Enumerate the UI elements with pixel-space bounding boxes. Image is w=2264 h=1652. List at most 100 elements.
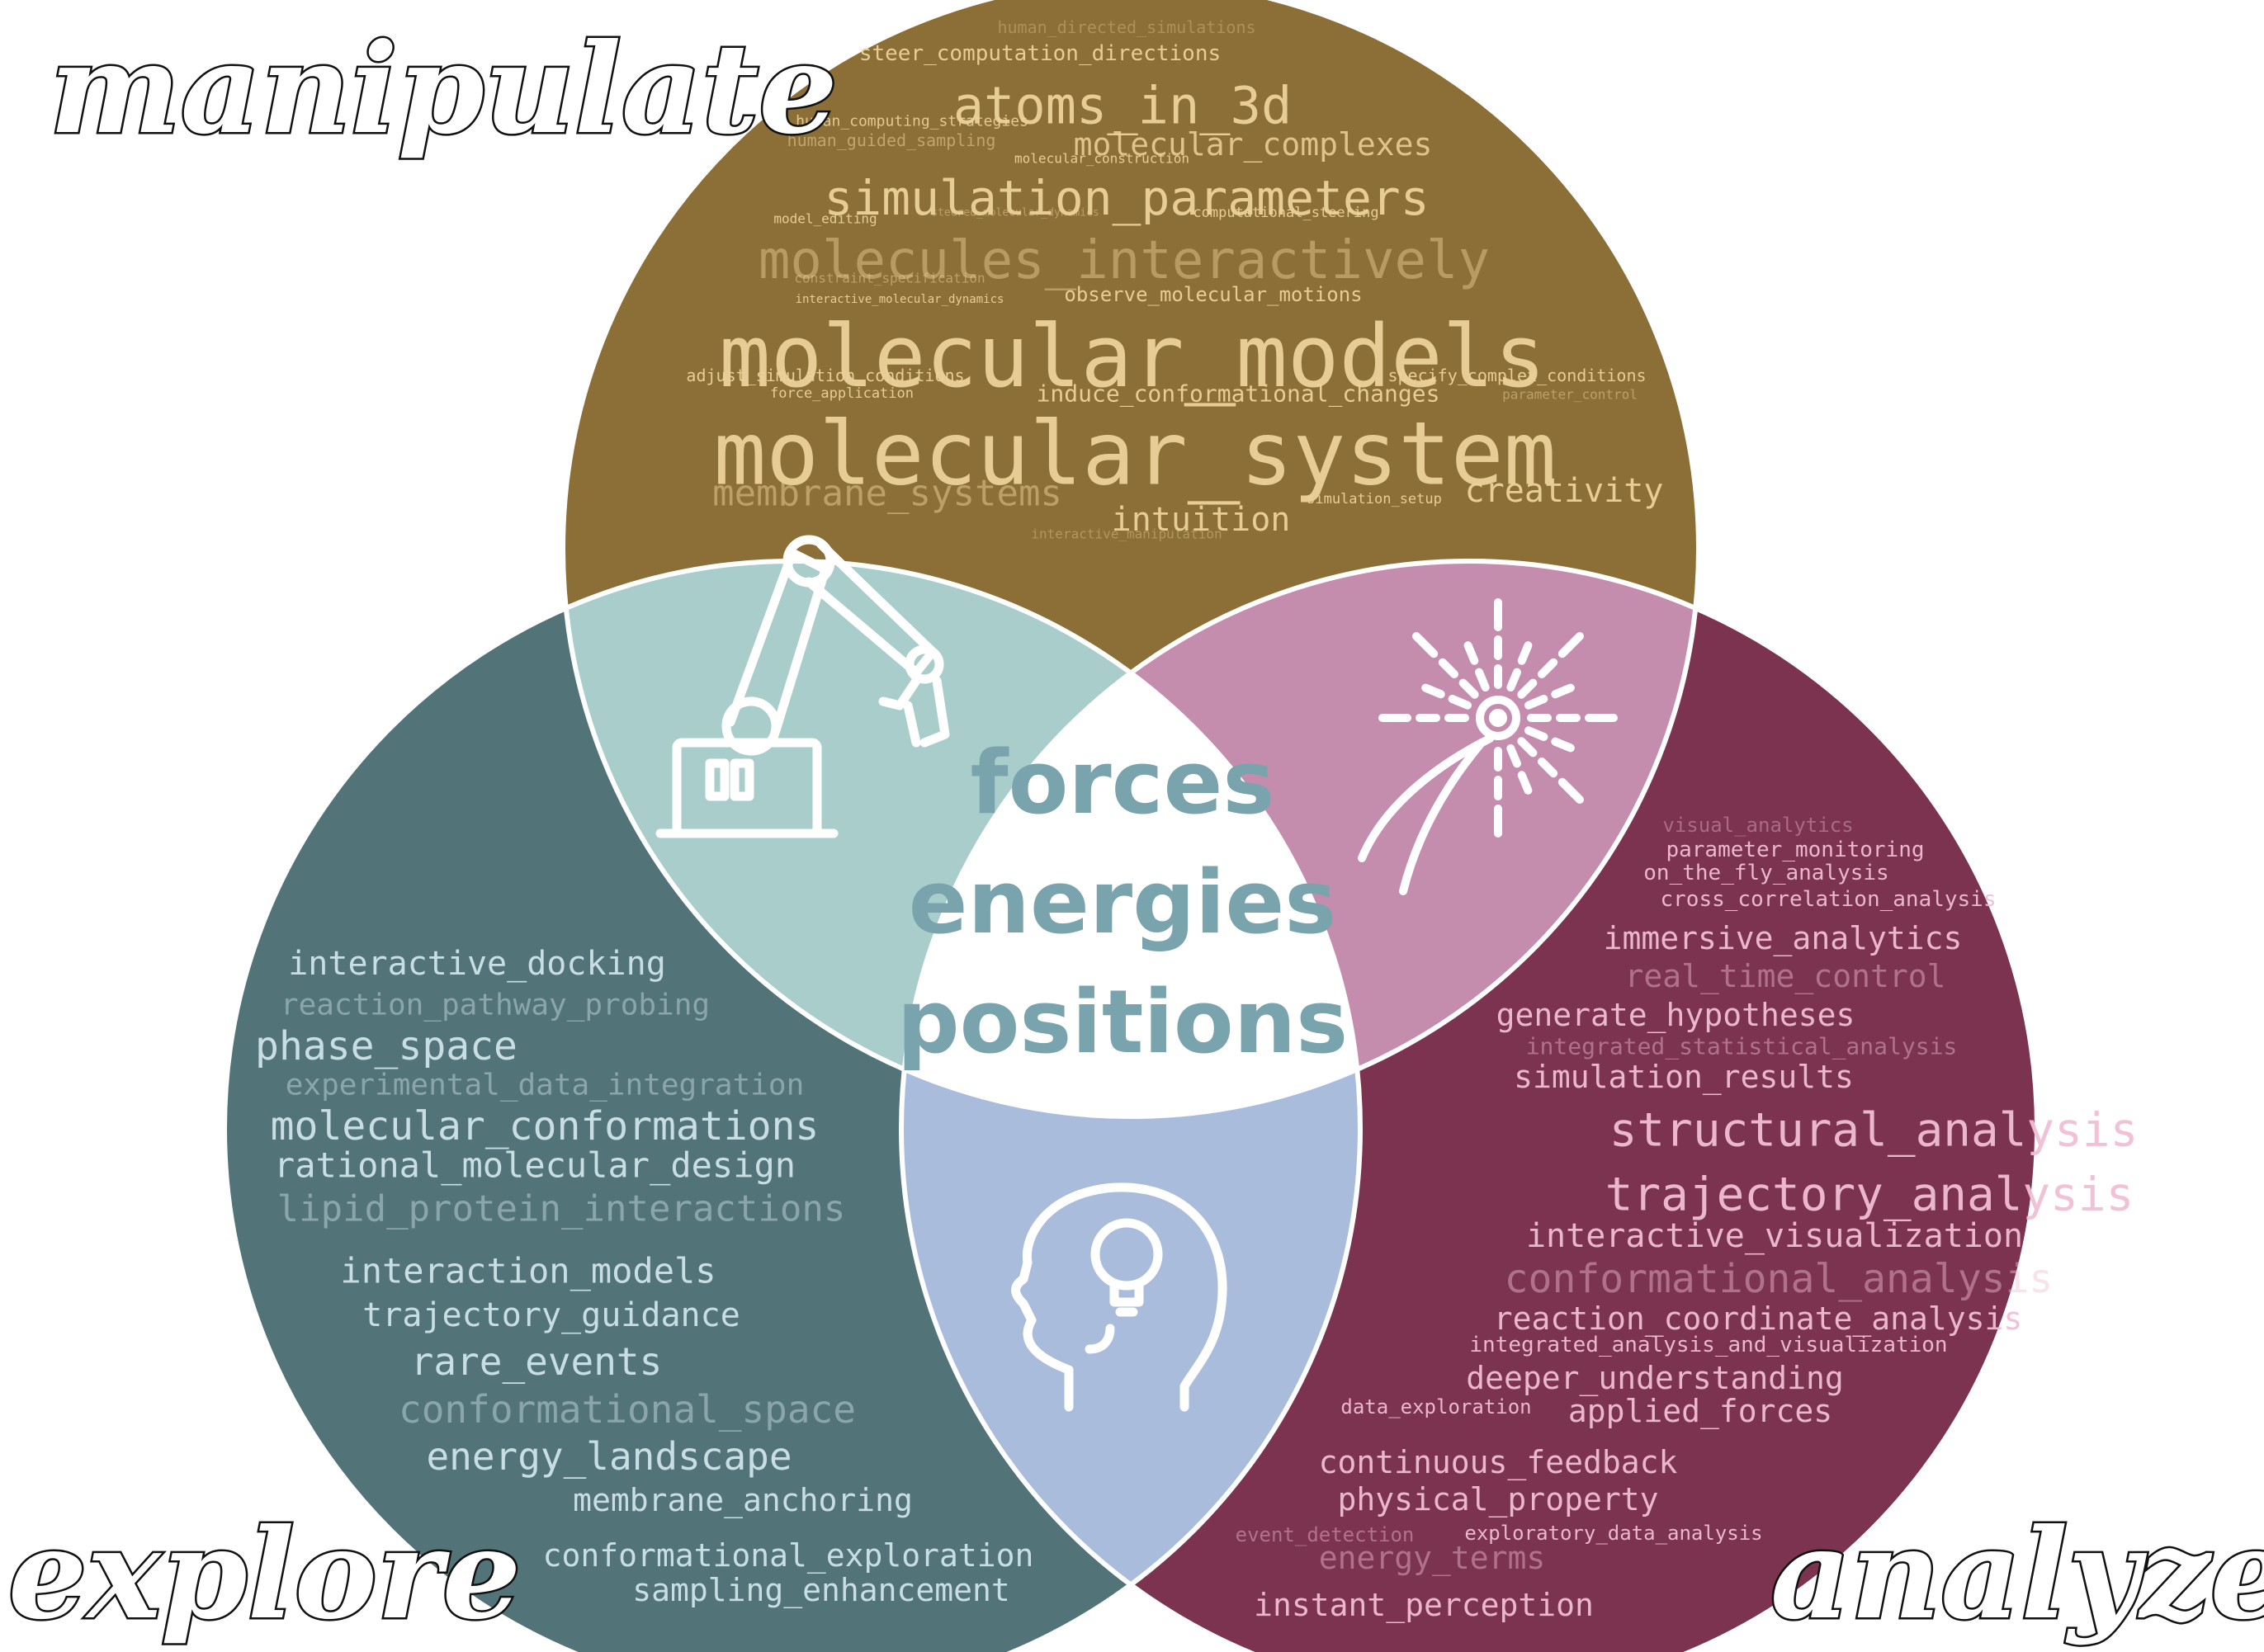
fireworks-ray xyxy=(1412,632,1439,658)
word-cloud-term: energy_terms xyxy=(1319,1540,1546,1577)
word-cloud-term: adjust_simulation_conditions xyxy=(686,366,964,385)
word-cloud-term: induce_conformational_changes xyxy=(1037,380,1440,408)
word-cloud-term: molecular_complexes xyxy=(1074,126,1433,163)
word-cloud-term: specify_complex_conditions xyxy=(1387,366,1646,385)
fireworks-ray xyxy=(1524,695,1548,710)
word-cloud-term: model_editing xyxy=(773,211,877,227)
word-cloud-term: interactive_manipulation xyxy=(1031,526,1222,542)
fireworks-ray xyxy=(1538,758,1558,778)
word-cloud-term: reaction_coordinate_analysis xyxy=(1494,1300,2023,1338)
fireworks-ray xyxy=(1438,658,1458,678)
center-word-positions: positions xyxy=(897,971,1349,1073)
fireworks-ray xyxy=(1551,737,1575,753)
word-cloud-term: conformational_space xyxy=(399,1387,856,1432)
word-cloud-term: computational_steering xyxy=(1193,205,1378,221)
word-cloud-term: atoms_in_3d xyxy=(953,76,1293,136)
right-word-cloud: visual_analyticsparameter_monitoringon_t… xyxy=(1236,814,2139,1624)
word-cloud-term: integrated_statistical_analysis xyxy=(1526,1033,1958,1061)
word-cloud-term: trajectory_analysis xyxy=(1605,1168,2134,1222)
word-cloud-term: molecules_interactively xyxy=(759,230,1490,291)
word-cloud-term: force_application xyxy=(770,385,914,402)
fireworks-ray xyxy=(1458,678,1479,699)
fireworks-icon xyxy=(1358,598,1618,895)
center-word-energies: energies xyxy=(909,852,1337,953)
word-cloud-term: human_computing_strategies xyxy=(796,113,1028,130)
word-cloud-term: phase_space xyxy=(255,1023,518,1069)
fireworks-ray xyxy=(1506,744,1521,768)
word-cloud-term: instant_perception xyxy=(1254,1587,1594,1624)
word-cloud-term: deeper_understanding xyxy=(1466,1360,1844,1397)
word-cloud-term: observe_molecular_motions xyxy=(1064,283,1362,306)
word-cloud-term: interactive_molecular_dynamics xyxy=(796,293,1004,306)
word-cloud-term: conformational_analysis xyxy=(1505,1256,2054,1302)
word-cloud-term: structural_analysis xyxy=(1609,1104,2139,1158)
word-cloud-term: membrane_anchoring xyxy=(573,1482,913,1519)
center-words: forces energies positions xyxy=(897,732,1349,1073)
fireworks-ray xyxy=(1517,641,1533,665)
word-cloud-term: interaction_models xyxy=(340,1251,716,1291)
word-cloud-term: molecular_construction xyxy=(1014,151,1189,167)
word-cloud-term: membrane_systems xyxy=(712,473,1062,515)
center-word-forces: forces xyxy=(970,732,1274,833)
word-cloud-term: simulation_setup xyxy=(1307,491,1442,507)
fireworks-ray xyxy=(1557,632,1584,658)
fireworks-ray xyxy=(1421,683,1445,699)
label-manipulate: manipulate xyxy=(50,17,838,162)
fireworks-ray xyxy=(1517,737,1538,758)
word-cloud-term: human_guided_sampling xyxy=(787,130,996,150)
word-cloud-term: parameter_monitoring xyxy=(1666,838,1924,862)
word-cloud-term: cross_correlation_analysis xyxy=(1661,887,1997,912)
word-cloud-term: trajectory_guidance xyxy=(362,1296,740,1334)
word-cloud-term: immersive_analytics xyxy=(1604,920,1963,957)
fireworks-ray xyxy=(1463,641,1479,665)
fireworks-ray xyxy=(1551,683,1575,699)
word-cloud-term: human_directed_simulations xyxy=(997,17,1255,37)
word-cloud-term: lipid_protein_interactions xyxy=(277,1188,846,1230)
word-cloud-term: interactive_visualization xyxy=(1526,1217,2023,1255)
fireworks-ray xyxy=(1448,695,1472,710)
word-cloud-term: physical_property xyxy=(1338,1481,1659,1518)
head-lightbulb-icon xyxy=(1011,1182,1227,1412)
top-word-cloud: human_directed_simulations steer_computat… xyxy=(686,17,1663,542)
word-cloud-term: conformational_exploration xyxy=(543,1537,1034,1574)
fireworks-ray xyxy=(1517,678,1538,699)
word-cloud-term: sampling_enhancement xyxy=(632,1572,1010,1609)
word-cloud-term: molecular_system xyxy=(713,404,1556,505)
word-cloud-term: continuous_feedback xyxy=(1319,1444,1678,1481)
word-cloud-term: visual_analytics xyxy=(1662,814,1853,837)
word-cloud-term: reaction_pathway_probing xyxy=(281,989,710,1022)
word-cloud-term: steer_computation_directions xyxy=(859,41,1221,66)
word-cloud-term: interactive_docking xyxy=(288,945,666,983)
word-cloud-term: parameter_control xyxy=(1502,387,1638,403)
fireworks-ray xyxy=(1475,668,1490,691)
word-cloud-term: event_detection xyxy=(1236,1523,1415,1546)
word-cloud-term: real_time_control xyxy=(1625,958,1946,995)
word-cloud-term: creativity xyxy=(1465,472,1664,510)
word-cloud-term: simulation_results xyxy=(1514,1059,1854,1096)
fireworks-ray xyxy=(1524,726,1548,741)
fireworks-ray xyxy=(1538,658,1558,678)
word-cloud-term: energy_landscape xyxy=(426,1434,792,1479)
fireworks-ray xyxy=(1506,668,1521,691)
robot-arm-icon xyxy=(655,535,950,838)
word-cloud-term: rare_events xyxy=(411,1339,663,1384)
word-cloud-term: molecular_models xyxy=(719,306,1546,407)
fireworks-ray xyxy=(1557,777,1584,804)
word-cloud-term: steered_molecular_dynamics xyxy=(931,207,1099,219)
word-cloud-term: applied_forces xyxy=(1568,1393,1832,1430)
word-cloud-term: constraint_specification xyxy=(794,271,985,286)
word-cloud-term: molecular_conformations xyxy=(271,1103,820,1149)
word-cloud-term: simulation_parameters xyxy=(824,170,1429,226)
word-cloud-term: on_the_fly_analysis xyxy=(1643,861,1888,885)
label-explore: explore xyxy=(8,1502,521,1647)
word-cloud-term: data_exploration xyxy=(1340,1395,1531,1418)
word-cloud-term: integrated_analysis_and_visualization xyxy=(1469,1333,1947,1357)
word-cloud-term: exploratory_data_analysis xyxy=(1464,1522,1762,1545)
fireworks-ray xyxy=(1517,771,1533,795)
overlap-center xyxy=(901,561,1360,1116)
word-cloud-term: intuition xyxy=(1112,501,1291,539)
word-cloud-term: rational_molecular_design xyxy=(274,1145,796,1186)
left-word-cloud: interactive_docking reaction_pathway_prob… xyxy=(255,945,1033,1609)
label-analyze: analyze xyxy=(1770,1502,2264,1647)
